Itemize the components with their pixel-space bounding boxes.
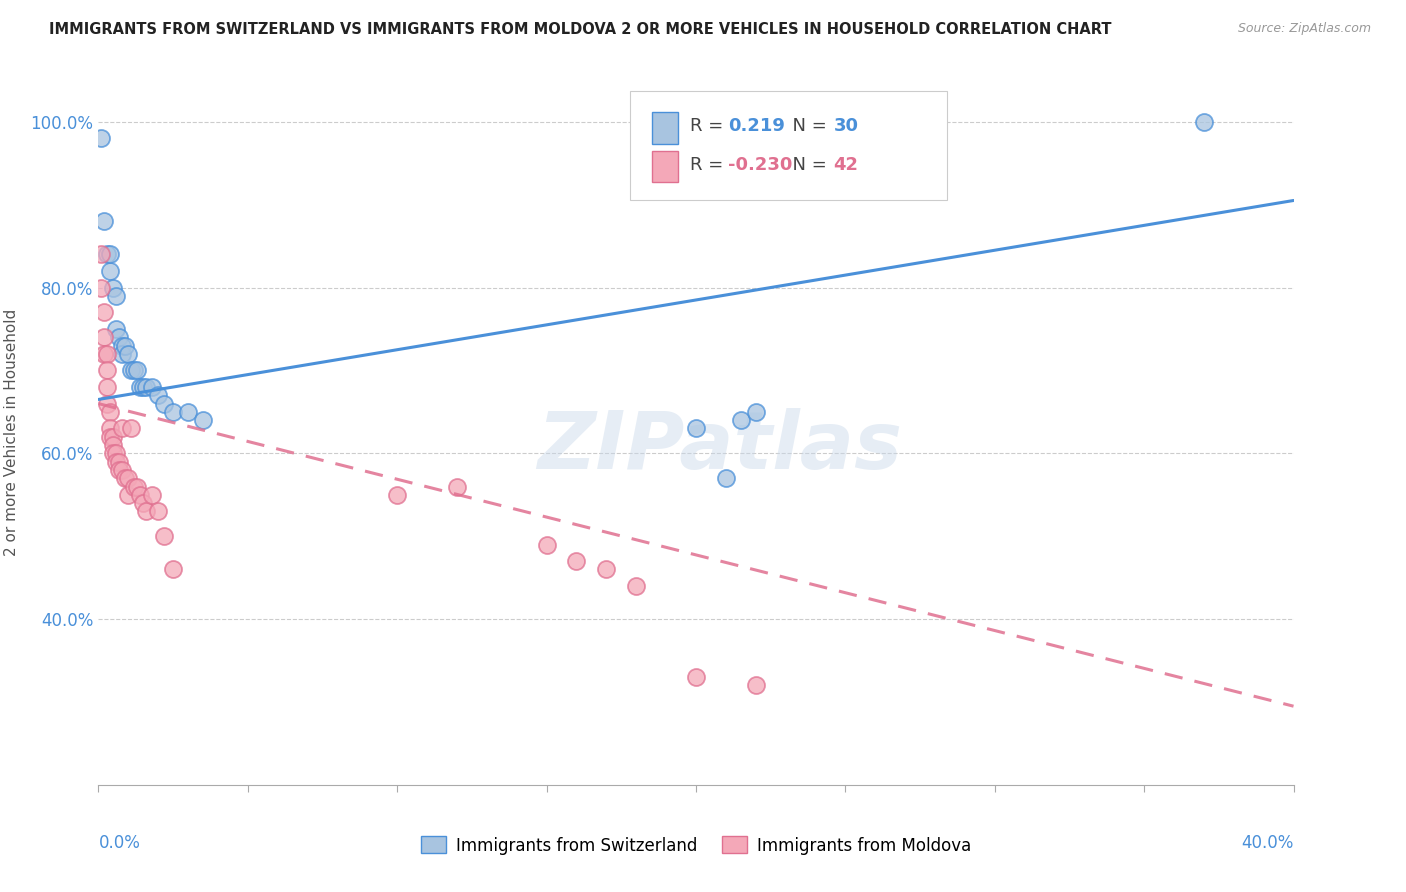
Point — [93, 305, 115, 319]
Point — [90, 247, 112, 261]
Y-axis label: 2 or more Vehicles in Household: 2 or more Vehicles in Household — [4, 309, 20, 557]
Point — [714, 471, 737, 485]
Point — [132, 380, 155, 394]
Point — [177, 405, 200, 419]
Point — [103, 430, 125, 444]
Point — [120, 363, 142, 377]
Point — [129, 380, 152, 394]
Point — [565, 554, 588, 568]
Point — [148, 388, 170, 402]
Point — [111, 421, 134, 435]
Text: 30: 30 — [834, 117, 859, 135]
Point — [103, 280, 125, 294]
Point — [98, 421, 122, 435]
Point — [111, 347, 134, 361]
Point — [103, 438, 125, 452]
Point — [96, 363, 118, 377]
Point — [105, 322, 128, 336]
Point — [626, 579, 648, 593]
Text: N =: N = — [780, 156, 832, 174]
Point — [685, 421, 707, 435]
Point — [124, 479, 146, 493]
Point — [135, 380, 157, 394]
Text: 40.0%: 40.0% — [1241, 834, 1294, 852]
Bar — [652, 151, 678, 183]
Text: ZIPatlas: ZIPatlas — [537, 408, 903, 486]
Point — [595, 562, 617, 576]
Text: R =: R = — [690, 156, 728, 174]
Point — [120, 421, 142, 435]
Point — [117, 488, 139, 502]
Point — [127, 363, 149, 377]
Legend: Immigrants from Switzerland, Immigrants from Moldova: Immigrants from Switzerland, Immigrants … — [413, 830, 979, 861]
Point — [111, 338, 134, 352]
Point — [536, 537, 558, 551]
Point — [141, 488, 163, 502]
Point — [114, 471, 136, 485]
Point — [98, 264, 122, 278]
Point — [105, 455, 128, 469]
Point — [108, 330, 131, 344]
Text: -0.230: -0.230 — [728, 156, 793, 174]
Point — [96, 247, 118, 261]
FancyBboxPatch shape — [630, 91, 948, 200]
Point — [745, 678, 768, 692]
Point — [90, 280, 112, 294]
Text: N =: N = — [780, 117, 832, 135]
Text: R =: R = — [690, 117, 735, 135]
Point — [98, 405, 122, 419]
Point — [129, 488, 152, 502]
Point — [745, 405, 768, 419]
Text: 42: 42 — [834, 156, 859, 174]
Point — [90, 131, 112, 145]
Point — [1192, 114, 1215, 128]
Point — [446, 479, 468, 493]
Point — [117, 347, 139, 361]
Point — [162, 405, 184, 419]
Point — [98, 247, 122, 261]
Point — [98, 430, 122, 444]
Point — [96, 380, 118, 394]
Point — [730, 413, 752, 427]
Point — [127, 479, 149, 493]
Point — [96, 396, 118, 410]
Point — [93, 330, 115, 344]
Text: IMMIGRANTS FROM SWITZERLAND VS IMMIGRANTS FROM MOLDOVA 2 OR MORE VEHICLES IN HOU: IMMIGRANTS FROM SWITZERLAND VS IMMIGRANT… — [49, 22, 1112, 37]
Point — [153, 529, 176, 543]
Point — [148, 504, 170, 518]
Point — [191, 413, 214, 427]
Text: 0.219: 0.219 — [728, 117, 785, 135]
Point — [111, 463, 134, 477]
Point — [124, 363, 146, 377]
Text: Source: ZipAtlas.com: Source: ZipAtlas.com — [1237, 22, 1371, 36]
Text: 0.0%: 0.0% — [98, 834, 141, 852]
Point — [685, 670, 707, 684]
Point — [385, 488, 409, 502]
Point — [103, 446, 125, 460]
Bar — [652, 112, 678, 144]
Point — [141, 380, 163, 394]
Point — [105, 289, 128, 303]
Point — [135, 504, 157, 518]
Point — [153, 396, 176, 410]
Point — [117, 471, 139, 485]
Point — [93, 347, 115, 361]
Point — [96, 347, 118, 361]
Point — [108, 455, 131, 469]
Point — [114, 338, 136, 352]
Point — [132, 496, 155, 510]
Point — [93, 214, 115, 228]
Point — [108, 463, 131, 477]
Point — [162, 562, 184, 576]
Point — [105, 446, 128, 460]
